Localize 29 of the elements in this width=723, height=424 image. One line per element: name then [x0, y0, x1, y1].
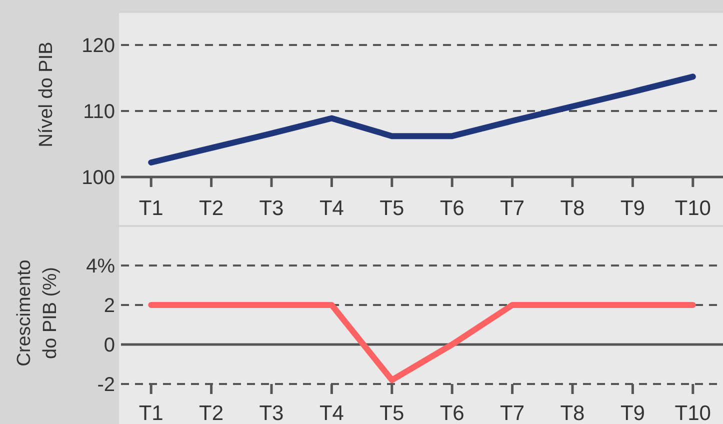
x-tick-label: T5: [380, 197, 404, 220]
x-tick-label: T4: [319, 197, 344, 220]
x-tick-label: T3: [259, 197, 284, 220]
x-tick-label: T9: [620, 197, 645, 220]
x-tick-label: T7: [500, 197, 525, 220]
x-tick-label: T1: [138, 197, 164, 220]
x-tick-label: T8: [560, 197, 585, 220]
y-tick-label: 110: [83, 101, 115, 123]
x-tick-label: T2: [199, 197, 224, 220]
x-tick-label: T5: [380, 402, 404, 424]
y-tick-label: -2: [97, 374, 115, 396]
x-tick-label: T6: [440, 197, 464, 220]
y-tick-label: 4%: [86, 256, 116, 278]
y-tick-label: 100: [82, 167, 115, 189]
y-tick-label: 0: [104, 334, 115, 356]
x-tick-label: T2: [199, 402, 224, 424]
y-axis-title: Crescimento do PIB (%): [14, 260, 61, 366]
x-tick-label: T10: [674, 402, 711, 424]
x-tick-label: T7: [500, 402, 525, 424]
y-axis-title: Nível do PIB: [36, 42, 57, 148]
y-tick-label: 120: [82, 35, 115, 57]
x-tick-label: T9: [620, 402, 645, 424]
x-tick-label: T8: [560, 402, 585, 424]
y-tick-label: 2: [104, 295, 115, 317]
x-tick-label: T10: [674, 197, 711, 220]
x-tick-label: T1: [138, 402, 164, 424]
x-tick-label: T4: [319, 402, 344, 424]
x-tick-label: T6: [440, 402, 464, 424]
x-tick-label: T3: [259, 402, 284, 424]
